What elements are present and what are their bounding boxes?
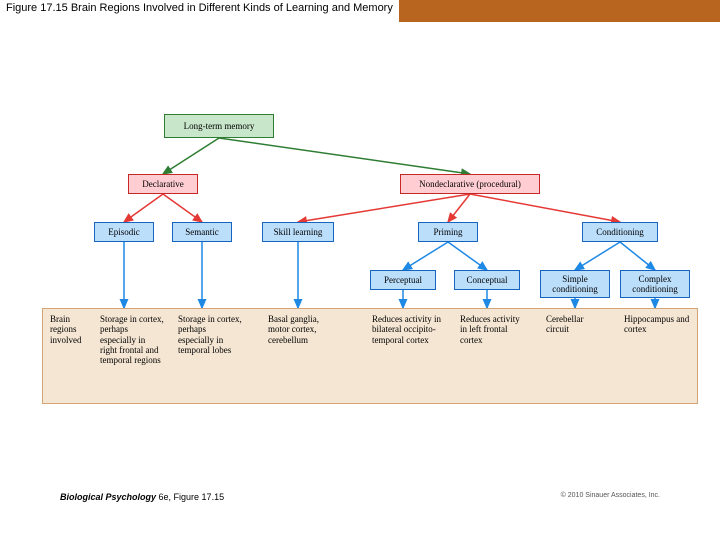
brain-regions-label: Brain regions involved: [46, 310, 94, 370]
node-complex-conditioning: Complex conditioning: [620, 270, 690, 298]
node-skill-learning: Skill learning: [262, 222, 334, 242]
diagram-area: Long-term memory Declarative Nondeclarat…: [0, 22, 720, 452]
node-conditioning: Conditioning: [582, 222, 658, 242]
brain-skill: Basal ganglia, motor cortex, cerebellum: [264, 310, 344, 362]
node-declarative: Declarative: [128, 174, 198, 194]
node-semantic: Semantic: [172, 222, 232, 242]
brain-simple: Cerebellar circuit: [542, 310, 610, 342]
footer-copyright: © 2010 Sinauer Associates, Inc.: [561, 492, 660, 502]
node-long-term-memory: Long-term memory: [164, 114, 274, 138]
brain-perceptual: Reduces activity in bilateral occipito-t…: [368, 310, 448, 366]
title-bar: Figure 17.15 Brain Regions Involved in D…: [0, 0, 720, 22]
figure-title: Figure 17.15 Brain Regions Involved in D…: [0, 0, 399, 22]
brain-conceptual: Reduces activity in left frontal cortex: [456, 310, 528, 362]
footer-figure-ref: 6e, Figure 17.15: [156, 492, 224, 502]
footer-citation: Biological Psychology 6e, Figure 17.15: [60, 492, 224, 502]
brain-episodic: Storage in cortex, perhaps especially in…: [96, 310, 168, 402]
node-conceptual: Conceptual: [454, 270, 520, 290]
title-fill: [399, 0, 720, 22]
node-priming: Priming: [418, 222, 478, 242]
node-simple-conditioning: Simple conditioning: [540, 270, 610, 298]
footer: Biological Psychology 6e, Figure 17.15 ©…: [0, 492, 720, 502]
footer-book-title: Biological Psychology: [60, 492, 156, 502]
brain-semantic: Storage in cortex, perhaps especially in…: [174, 310, 246, 382]
brain-complex: Hippocampus and cortex: [620, 310, 694, 342]
node-perceptual: Perceptual: [370, 270, 436, 290]
node-nondeclarative: Nondeclarative (procedural): [400, 174, 540, 194]
node-episodic: Episodic: [94, 222, 154, 242]
